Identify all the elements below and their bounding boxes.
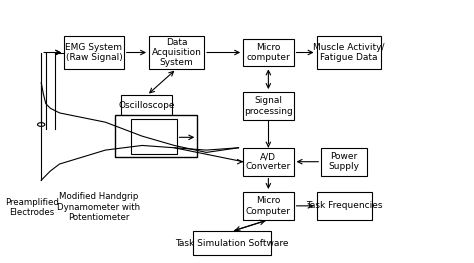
FancyBboxPatch shape <box>243 148 293 176</box>
FancyBboxPatch shape <box>317 192 372 220</box>
Bar <box>115 115 197 157</box>
Text: Task Frequencies: Task Frequencies <box>306 201 383 210</box>
Text: Micro
Computer: Micro Computer <box>246 196 291 216</box>
Bar <box>131 119 177 154</box>
FancyBboxPatch shape <box>317 36 381 69</box>
Text: Data
Acquisition
System: Data Acquisition System <box>152 38 201 67</box>
Text: Preamplified
Electrodes: Preamplified Electrodes <box>5 198 59 218</box>
FancyBboxPatch shape <box>64 36 124 69</box>
FancyBboxPatch shape <box>121 95 172 117</box>
FancyBboxPatch shape <box>243 192 293 220</box>
FancyBboxPatch shape <box>192 231 271 255</box>
Text: Power
Supply: Power Supply <box>328 152 360 171</box>
FancyBboxPatch shape <box>243 39 293 67</box>
Text: Micro
computer: Micro computer <box>246 43 290 62</box>
Text: Signal
processing: Signal processing <box>244 96 293 116</box>
Text: Oscilloscope: Oscilloscope <box>118 102 175 110</box>
Text: Modified Handgrip
Dynamometer with
Potentiometer: Modified Handgrip Dynamometer with Poten… <box>57 192 140 222</box>
FancyBboxPatch shape <box>321 148 367 176</box>
FancyBboxPatch shape <box>243 92 293 120</box>
Text: Task Simulation Software: Task Simulation Software <box>175 239 288 247</box>
Text: EMG System
(Raw Signal): EMG System (Raw Signal) <box>65 43 122 62</box>
FancyBboxPatch shape <box>149 36 204 69</box>
Text: A/D
Converter: A/D Converter <box>246 152 291 171</box>
Text: Muscle Activity/
Fatigue Data: Muscle Activity/ Fatigue Data <box>313 43 384 62</box>
